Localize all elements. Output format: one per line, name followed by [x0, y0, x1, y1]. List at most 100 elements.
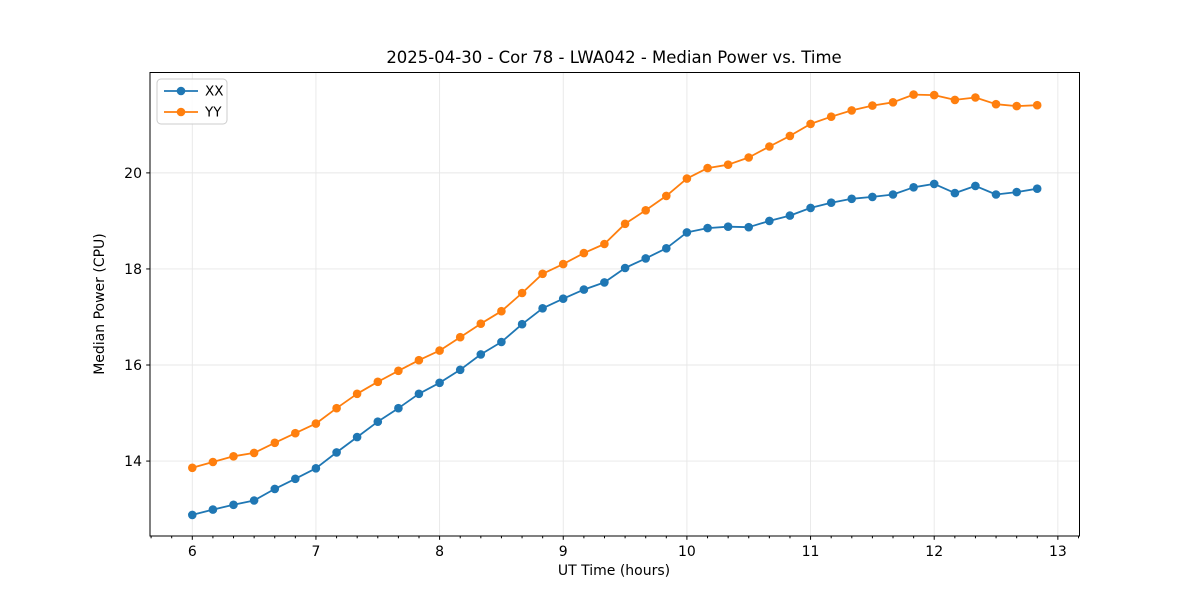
data-point-yy — [352, 389, 362, 399]
data-point-xx — [373, 417, 383, 427]
data-point-yy — [765, 142, 774, 151]
data-point-yy — [249, 448, 259, 458]
data-point-yy — [455, 332, 465, 342]
data-point-yy — [208, 457, 218, 467]
data-point-xx — [703, 223, 712, 233]
data-point-xx — [270, 484, 280, 494]
data-point-xx — [909, 183, 918, 192]
series-yy — [188, 90, 1042, 473]
x-tick-label: 7 — [311, 544, 320, 560]
data-point-xx — [208, 505, 218, 514]
data-point-yy — [929, 90, 939, 100]
data-point-yy — [435, 346, 444, 355]
data-point-yy — [373, 377, 383, 387]
data-point-xx — [538, 304, 547, 313]
y-tick-label: 20 — [124, 166, 142, 182]
data-point-xx — [991, 190, 1001, 199]
x-axis-label: UT Time (hours) — [558, 563, 670, 579]
data-point-yy — [641, 206, 650, 215]
data-point-yy — [888, 98, 898, 107]
data-point-yy — [497, 306, 506, 316]
data-point-xx — [414, 389, 424, 399]
data-point-yy — [703, 163, 712, 173]
data-point-xx — [394, 403, 403, 413]
data-point-xx — [1012, 187, 1021, 197]
data-point-xx — [765, 216, 774, 226]
legend-sample-marker — [176, 86, 186, 96]
data-point-xx — [558, 294, 568, 304]
data-point-xx — [826, 198, 836, 207]
data-point-xx — [950, 188, 960, 198]
data-point-xx — [682, 228, 692, 237]
data-point-xx — [847, 194, 856, 204]
data-point-yy — [847, 106, 856, 115]
data-point-yy — [332, 403, 341, 413]
data-point-yy — [785, 131, 795, 141]
data-point-xx — [723, 222, 733, 231]
data-point-yy — [476, 319, 486, 329]
data-point-xx — [888, 190, 898, 199]
data-point-xx — [744, 222, 753, 232]
data-point-yy — [188, 463, 197, 473]
data-point-xx — [868, 192, 877, 202]
data-point-yy — [682, 174, 692, 183]
data-point-xx — [311, 464, 321, 473]
data-point-xx — [641, 254, 650, 263]
data-point-yy — [620, 219, 630, 229]
axis-ticks — [146, 172, 1080, 540]
data-point-xx — [435, 378, 444, 388]
data-point-yy — [394, 366, 403, 376]
x-tick-label: 11 — [802, 544, 820, 560]
data-point-xx — [188, 510, 197, 520]
data-point-yy — [806, 119, 815, 129]
data-point-yy — [600, 239, 609, 249]
data-point-yy — [1032, 100, 1042, 110]
data-point-xx — [352, 432, 362, 442]
data-point-xx — [229, 500, 238, 510]
data-point-xx — [249, 496, 259, 505]
chart-title: 2025-04-30 - Cor 78 - LWA042 - Median Po… — [386, 48, 841, 67]
y-axis-label: Median Power (CPU) — [92, 233, 108, 375]
data-point-xx — [929, 179, 939, 189]
data-point-yy — [723, 160, 733, 169]
data-point-xx — [620, 263, 630, 273]
data-point-yy — [744, 153, 753, 162]
x-tick-label: 10 — [678, 544, 696, 560]
legend-sample-marker — [176, 107, 186, 117]
data-point-yy — [517, 288, 527, 298]
plot-border — [149, 72, 1080, 537]
series-yy-line — [192, 93, 1038, 469]
data-point-yy — [291, 428, 300, 438]
data-point-yy — [229, 452, 238, 461]
data-point-yy — [909, 90, 918, 99]
data-point-yy — [950, 95, 960, 105]
data-point-xx — [517, 319, 527, 329]
data-point-yy — [538, 269, 547, 279]
legend-label: YY — [204, 105, 222, 121]
data-point-xx — [1032, 184, 1042, 193]
data-point-xx — [600, 278, 609, 287]
series-xx — [188, 179, 1042, 520]
x-tick-label: 9 — [559, 544, 568, 560]
data-point-yy — [662, 191, 671, 201]
data-point-xx — [455, 365, 465, 375]
data-point-xx — [806, 203, 815, 213]
data-point-yy — [311, 419, 321, 428]
legend: XX YY — [156, 78, 228, 125]
x-tick-label: 13 — [1049, 544, 1067, 560]
x-tick-label: 12 — [925, 544, 943, 560]
data-point-xx — [476, 350, 486, 359]
x-tick-label: 6 — [188, 544, 197, 560]
data-point-yy — [826, 112, 836, 121]
data-point-yy — [414, 355, 424, 365]
y-tick-label: 16 — [124, 358, 142, 374]
x-tick-label: 8 — [435, 544, 444, 560]
data-point-yy — [971, 93, 980, 102]
data-point-yy — [579, 248, 589, 258]
data-point-yy — [558, 259, 568, 269]
data-point-xx — [497, 337, 506, 347]
data-point-yy — [270, 438, 280, 448]
legend-label: XX — [205, 84, 224, 100]
